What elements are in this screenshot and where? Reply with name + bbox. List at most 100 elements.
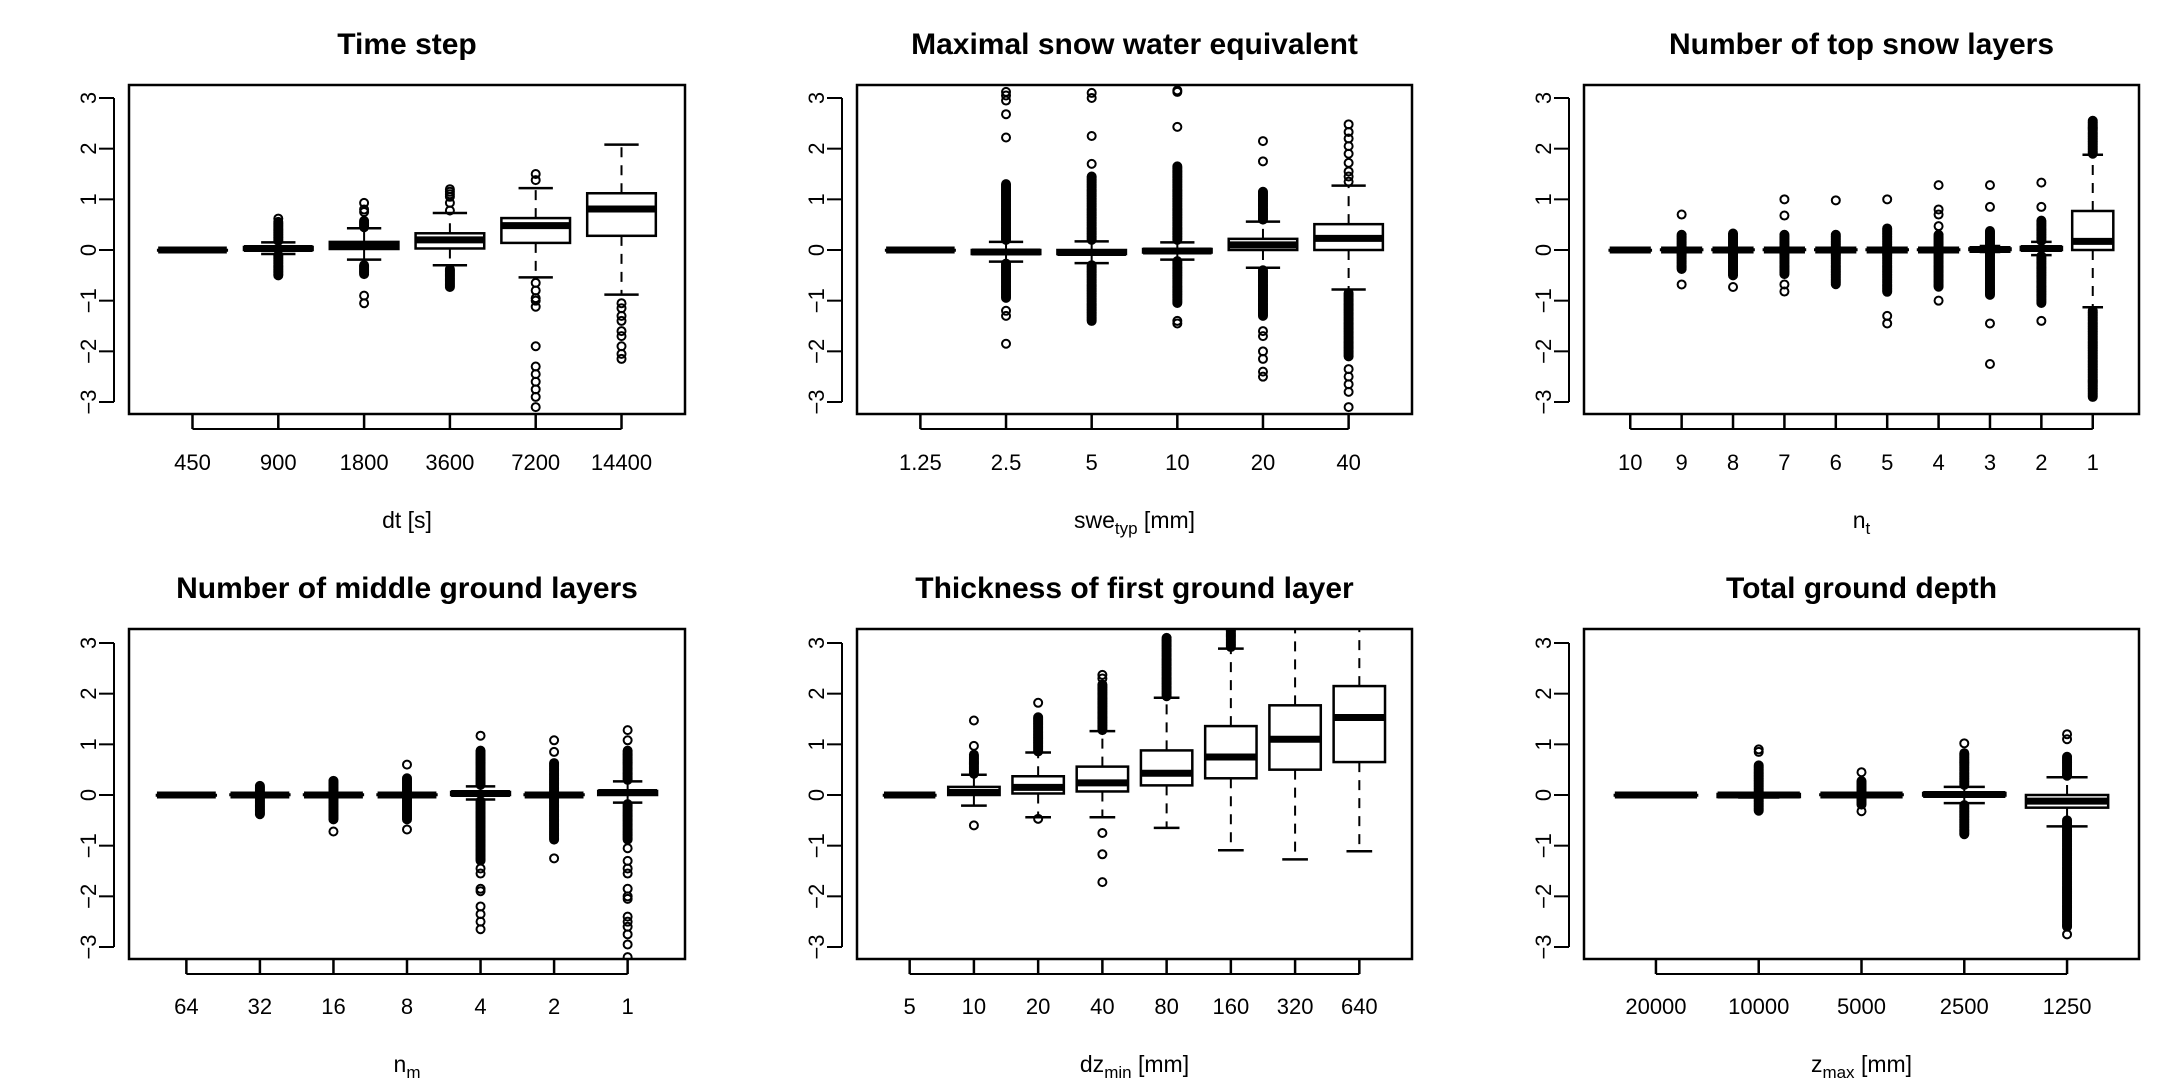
outlier-point — [1257, 371, 1268, 382]
x-axis-label-subscript: max — [1822, 1063, 1855, 1082]
x-tick-label: 2.5 — [991, 450, 1022, 475]
panel-title: Number of top snow layers — [1669, 28, 2054, 61]
x-axis-label: swetyp [mm] — [1074, 507, 1195, 538]
y-tick-label: −1 — [804, 833, 829, 858]
outlier-point — [1933, 229, 1944, 240]
outlier-point — [1882, 194, 1893, 205]
outlier-point — [1086, 131, 1097, 141]
outlier-point — [1086, 93, 1097, 103]
boxplot-panel: Thickness of first ground layer dzmin [mm… — [804, 572, 1414, 1082]
outlier-point — [530, 341, 541, 352]
x-tick-label: 10 — [1165, 450, 1189, 475]
outlier-point — [1830, 279, 1841, 290]
outlier-point — [402, 824, 412, 835]
x-tick-label: 640 — [1341, 994, 1378, 1019]
outlier-point — [359, 204, 370, 215]
panel-title: Total ground depth — [1726, 572, 1997, 605]
outlier-point — [616, 315, 627, 326]
outlier-point — [1033, 697, 1044, 708]
x-tick-label: 5 — [904, 994, 916, 1019]
x-axis-label: dt [s] — [382, 507, 432, 533]
boxplot-panel: Number of top snow layers nt −3 −2 −1 0 1 2 3 10 9… — [1531, 28, 2141, 538]
y-tick-label: 3 — [1531, 92, 1556, 104]
x-tick-label: 5 — [1086, 450, 1098, 475]
outlier-point — [1984, 359, 1995, 369]
outlier-point — [530, 175, 541, 186]
box-80 — [1139, 632, 1194, 830]
outlier-point — [475, 730, 486, 741]
outlier-point — [1001, 292, 1012, 303]
outlier-point — [1728, 281, 1739, 292]
plot-frame — [1582, 83, 2141, 416]
outlier-point — [616, 298, 627, 309]
outlier-point — [549, 853, 560, 864]
box-iqr — [1332, 684, 1387, 764]
outlier-point — [622, 929, 633, 940]
outlier-point — [1933, 204, 1944, 215]
box-1250 — [2024, 729, 2110, 940]
outlier-point — [1172, 297, 1183, 308]
outlier-point — [1959, 738, 1970, 749]
outlier-point — [359, 298, 370, 309]
outlier-point — [1882, 286, 1893, 297]
outlier-point — [1933, 295, 1944, 306]
box-20 — [1227, 136, 1299, 382]
y-tick-label: 0 — [804, 244, 829, 256]
outlier-point — [1257, 353, 1268, 364]
outlier-point — [1882, 223, 1893, 234]
box-40 — [1313, 119, 1385, 413]
outlier-point — [2036, 315, 2047, 326]
outlier-point — [1257, 366, 1268, 377]
outlier-point — [1676, 279, 1687, 290]
y-tick-label: 0 — [804, 789, 829, 801]
plot-frame — [127, 83, 687, 416]
x-tick-label: 9 — [1676, 450, 1688, 475]
x-tick-label: 5000 — [1837, 994, 1886, 1019]
outlier-point — [616, 331, 627, 342]
outlier-point — [2087, 391, 2098, 402]
panel-title: Maximal snow water equivalent — [911, 28, 1358, 61]
outlier-point — [1856, 767, 1867, 778]
outlier-point — [1257, 156, 1268, 167]
outlier-point — [1257, 310, 1268, 321]
outlier-point — [328, 814, 339, 825]
outlier-point — [1753, 760, 1764, 771]
x-axis-label: nt — [1853, 507, 1871, 538]
outlier-point — [475, 886, 486, 897]
x-tick-label: 10 — [1618, 450, 1642, 475]
outlier-point — [1086, 158, 1097, 169]
outlier-point — [1172, 161, 1183, 172]
x-axis-label-subscript: min — [1104, 1063, 1131, 1082]
outlier-point — [1086, 87, 1097, 98]
outlier-point — [1343, 171, 1354, 182]
outlier-point — [2062, 734, 2073, 745]
x-axis-label-main: swe — [1074, 507, 1115, 533]
y-tick-label: 1 — [804, 738, 829, 750]
outlier-point — [1097, 849, 1108, 860]
y-tick-label: −3 — [1531, 934, 1556, 959]
outlier-point — [475, 855, 486, 866]
outlier-point — [622, 735, 633, 746]
outlier-point — [1830, 195, 1841, 206]
outlier-point — [1086, 171, 1097, 182]
outlier-point — [2036, 297, 2047, 308]
y-tick-label: 2 — [1531, 688, 1556, 700]
box-3 — [1968, 180, 2012, 369]
x-tick-label: 5 — [1881, 450, 1893, 475]
box-14400 — [585, 143, 658, 364]
outlier-point — [1161, 632, 1172, 643]
outlier-point — [1728, 270, 1739, 281]
outlier-point — [1001, 179, 1012, 190]
outlier-point — [1933, 180, 1944, 191]
y-tick-label: 1 — [76, 193, 101, 205]
box-iqr — [1203, 724, 1258, 780]
outlier-point — [622, 916, 633, 927]
y-tick-label: 0 — [1531, 789, 1556, 801]
y-tick-label: 3 — [804, 92, 829, 104]
y-tick-label: −3 — [76, 389, 101, 414]
panel-title: Thickness of first ground layer — [915, 572, 1354, 605]
outlier-point — [622, 952, 633, 959]
outlier-point — [1343, 351, 1354, 362]
y-tick-label: −2 — [76, 884, 101, 909]
outlier-point — [1172, 85, 1183, 96]
